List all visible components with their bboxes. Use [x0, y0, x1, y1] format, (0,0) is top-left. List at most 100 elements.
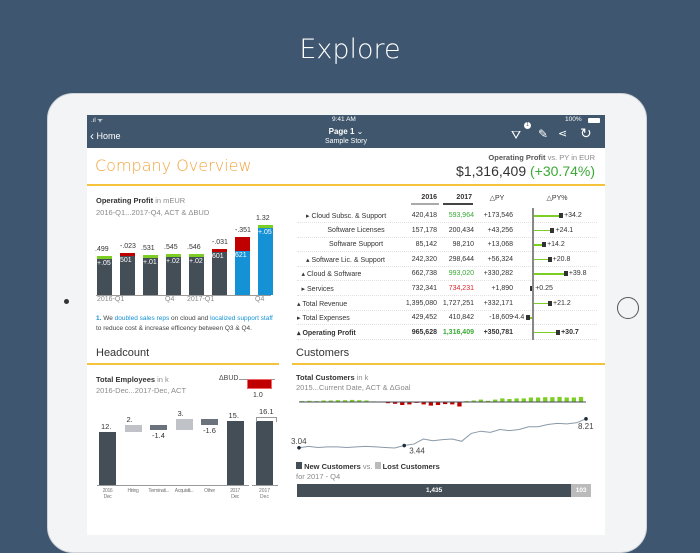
dpy-pct-label: +0.25	[535, 285, 553, 292]
value-2017: 410,842	[432, 314, 474, 321]
value-2016: 732,341	[397, 285, 437, 292]
dpy-pct-label: +34.2	[564, 212, 582, 219]
page-label: Page 1	[329, 127, 355, 136]
header-divider	[87, 184, 605, 186]
line-point	[584, 417, 588, 421]
dpy-pct-marker	[548, 257, 552, 262]
hc-value-label: 15.	[229, 411, 239, 420]
op-value-label: .499	[95, 246, 109, 253]
col-dpy-pct[interactable]: △PY%	[532, 194, 582, 202]
app-screen: .ıl ᯤ 9:41 AM 100% ‹ Home Page 1 ⌄ Sampl…	[87, 115, 605, 535]
filter-badge: 1	[524, 122, 531, 129]
value-2016: 965,628	[397, 329, 437, 336]
refresh-icon[interactable]: ↻	[580, 125, 592, 142]
op-value-label: .621	[233, 252, 247, 259]
line-point	[297, 446, 301, 450]
hc-value-label: 3.	[178, 409, 184, 418]
delta-bar	[550, 397, 554, 402]
row-label: ▸ Services	[302, 285, 398, 293]
op-value-label: .546	[187, 244, 201, 251]
customers-divider	[292, 363, 605, 365]
dpy-pct-bar	[532, 273, 566, 275]
line-point-label: 3.44	[409, 447, 425, 456]
hc-category-label: Hiring	[121, 488, 146, 494]
kpi-delta: (+30.74%)	[530, 163, 595, 179]
chevron-left-icon: ‹	[90, 129, 94, 143]
value-dpy: +330,282	[475, 270, 513, 277]
hc-unit: in k	[157, 375, 169, 384]
dpy-pct-label: +21.2	[553, 300, 571, 307]
battery-icon	[588, 118, 600, 123]
hc-budget-category: 2017 Dec	[252, 488, 277, 500]
dpy-axis	[532, 208, 534, 340]
op-delta-label: +.05	[97, 260, 111, 267]
value-dpy: +13,068	[475, 241, 513, 248]
back-label: Home	[97, 131, 121, 141]
dpy-pct-label: +14.2	[547, 241, 565, 248]
col-2017[interactable]: 2017	[442, 194, 472, 201]
value-dpy: +350,781	[475, 329, 513, 336]
cust-title: Total Customers	[296, 373, 355, 382]
op-value-label: .601	[210, 253, 224, 260]
value-2016: 429,452	[397, 314, 437, 321]
filter-icon[interactable]: ⛛	[511, 129, 521, 142]
op-delta-label: -.351	[235, 227, 251, 234]
op-chart-unit: in mEUR	[155, 196, 185, 205]
op-axis-label: 2017-Q1	[187, 296, 214, 303]
value-2016: 420,418	[397, 212, 437, 219]
hc-bud-value: 1.0	[253, 392, 263, 399]
legend-lost: Lost Customers	[383, 462, 440, 471]
cust-unit: in k	[357, 373, 369, 382]
camera-icon	[64, 299, 69, 304]
op-delta-bar	[143, 255, 158, 258]
pen-icon[interactable]: ✎	[538, 127, 548, 141]
col-2016[interactable]: 2016	[407, 194, 437, 201]
dpy-pct-marker	[564, 271, 568, 276]
op-note: 1. We doubled sales reps on cloud and lo…	[96, 314, 276, 333]
op-delta-label: +.01	[143, 259, 157, 266]
back-button[interactable]: ‹ Home	[90, 128, 121, 142]
hc-bar	[201, 419, 218, 425]
status-time: 9:41 AM	[332, 116, 356, 123]
op-value-label: .501	[118, 257, 132, 264]
dpy-pct-marker	[559, 213, 563, 218]
page-selector[interactable]: Page 1 ⌄	[316, 127, 376, 136]
op-delta-bar	[189, 254, 204, 257]
dpy-pct-label: +39.8	[569, 270, 587, 277]
hc-axis	[252, 485, 278, 486]
hc-bar	[227, 421, 244, 485]
op-delta-label: +.05	[258, 229, 272, 236]
op-axis-label: 2016-Q1	[97, 296, 124, 303]
hc-bar	[176, 419, 193, 430]
value-dpy: +173,546	[475, 212, 513, 219]
hc-value-label: 2.	[127, 415, 133, 424]
op-delta-label: +.02	[166, 258, 180, 265]
legend-vs: vs.	[363, 462, 373, 471]
value-dpy: -18,609	[475, 314, 513, 321]
cust-period: for 2017 - Q4	[296, 472, 340, 481]
headcount-section-title: Headcount	[96, 347, 149, 359]
hc-value-label: -1.6	[203, 426, 216, 435]
battery-text: 100%	[565, 116, 582, 123]
home-button[interactable]	[617, 297, 639, 319]
customers-chart: 3.043.448.21	[287, 390, 605, 460]
signal-wifi-icon: .ıl ᯤ	[91, 116, 103, 124]
customers-section-title: Customers	[296, 347, 349, 359]
col-dpy[interactable]: △PY	[482, 194, 512, 202]
legend-lost-swatch	[375, 462, 381, 469]
delta-bar	[572, 398, 576, 403]
row-label: ▸ Total Expenses	[297, 314, 397, 322]
hc-category-label: Other	[197, 488, 222, 494]
dpy-pct-marker	[550, 228, 554, 233]
story-title: Company Overview	[95, 156, 252, 175]
share-icon[interactable]: ⋖	[558, 127, 567, 140]
